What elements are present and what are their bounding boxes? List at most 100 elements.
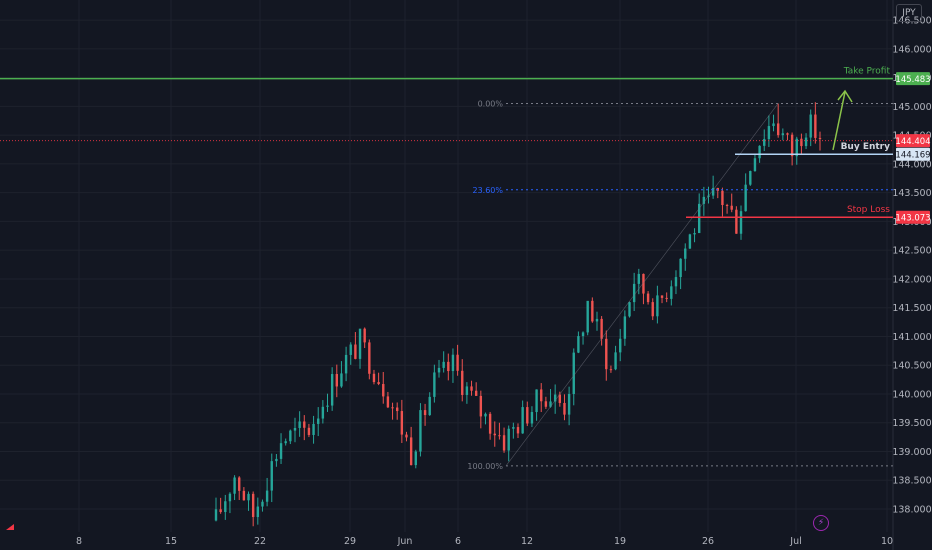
fib-level-label: 23.60%	[472, 186, 503, 195]
candle-body	[326, 405, 329, 407]
candle-body	[270, 461, 273, 491]
price-tick-label: 141.500	[892, 303, 931, 314]
candle-body	[660, 295, 664, 298]
candle-body	[698, 203, 701, 234]
stop-loss-label: Stop Loss	[847, 205, 890, 215]
candle-body	[591, 300, 594, 322]
candle-body	[488, 413, 492, 434]
candle-body	[238, 477, 241, 491]
candle-body	[433, 372, 436, 397]
time-tick-label: 26	[702, 536, 714, 547]
candle-body	[544, 401, 548, 407]
price-tick-label: 140.500	[892, 361, 931, 372]
candle-body	[530, 412, 534, 424]
candle-body	[693, 233, 696, 235]
price-tick-label: 144.000	[892, 159, 931, 170]
candle-body	[363, 328, 366, 343]
time-tick-label: 15	[165, 536, 177, 547]
candle-body	[247, 493, 250, 501]
time-tick-label: 12	[521, 536, 533, 547]
candle-body	[637, 273, 640, 284]
candle-body	[804, 137, 808, 147]
candle-body	[711, 187, 715, 196]
candle-body	[549, 401, 552, 407]
up-arrow-head-icon	[837, 89, 853, 103]
price-tick-label: 142.500	[892, 246, 931, 257]
candle-body	[628, 302, 631, 317]
price-tick-label: 141.000	[892, 332, 931, 343]
candle-body	[758, 145, 761, 159]
candle-body	[317, 418, 320, 424]
candle-body	[409, 437, 413, 466]
candle-body	[800, 138, 803, 147]
candle-body	[423, 410, 427, 416]
candle-body	[321, 406, 325, 419]
candle-body	[372, 373, 376, 383]
price-tick-label: 139.000	[892, 447, 931, 458]
candle-body	[781, 133, 785, 136]
candle-body	[233, 477, 236, 494]
candle-body	[330, 374, 334, 406]
candle-body	[419, 410, 422, 452]
candle-body	[688, 234, 692, 249]
buy-entry-price-label: 144.169	[895, 150, 930, 160]
lightning-icon[interactable]: ⚡	[813, 515, 829, 531]
candle-body	[642, 273, 645, 294]
candle-body	[809, 114, 812, 138]
candle-body	[340, 373, 343, 387]
price-tick-label: 145.000	[892, 102, 931, 113]
candle-body	[572, 352, 575, 394]
take-profit-price-tag	[896, 72, 930, 86]
candle-body	[349, 344, 352, 355]
candle-body	[767, 126, 771, 140]
candle-body	[818, 137, 822, 139]
candle-body	[684, 248, 687, 259]
candle-body	[702, 196, 706, 204]
price-tick-label: 139.500	[892, 418, 931, 429]
candle-body	[275, 458, 278, 462]
candle-body	[749, 171, 752, 185]
time-tick-label: 22	[254, 536, 266, 547]
candle-body	[474, 390, 478, 396]
currency-badge[interactable]: JPY	[896, 4, 922, 22]
candle-body	[502, 435, 506, 451]
fib-level-label: 100.00%	[467, 462, 503, 471]
candle-body	[609, 369, 613, 371]
candle-body	[786, 133, 789, 135]
candle-body	[790, 134, 794, 157]
time-tick-label: Jul	[789, 536, 801, 547]
candle-body	[725, 205, 729, 207]
candle-body	[651, 302, 654, 317]
candle-body	[795, 138, 798, 157]
candle-body	[581, 332, 585, 337]
candle-body	[251, 493, 255, 518]
price-tick-label: 146.000	[892, 44, 931, 55]
candle-body	[405, 434, 408, 438]
candle-body	[558, 394, 562, 403]
candle-body	[493, 433, 496, 436]
candle-body	[307, 427, 311, 435]
stop-loss-price-label: 143.073	[895, 213, 930, 223]
candle-body	[451, 354, 455, 372]
candle-body	[567, 393, 571, 415]
candle-body	[484, 413, 487, 417]
candle-body	[507, 428, 510, 451]
candle-body	[763, 139, 766, 146]
candle-body	[400, 411, 404, 435]
candle-body	[577, 336, 580, 353]
stop-loss-price-tag	[896, 210, 930, 224]
candle-body	[386, 396, 390, 408]
candle-body	[335, 374, 338, 387]
candle-body	[261, 501, 264, 507]
current-price-tag	[896, 134, 930, 148]
candle-body	[600, 318, 603, 339]
candle-body	[632, 283, 636, 303]
candle-body	[377, 382, 380, 385]
candle-body	[721, 190, 724, 206]
candle-body	[293, 427, 297, 431]
price-tick-label: 142.000	[892, 274, 931, 285]
candle-body	[605, 338, 608, 370]
candle-body	[646, 293, 650, 303]
candle-body	[535, 389, 538, 413]
